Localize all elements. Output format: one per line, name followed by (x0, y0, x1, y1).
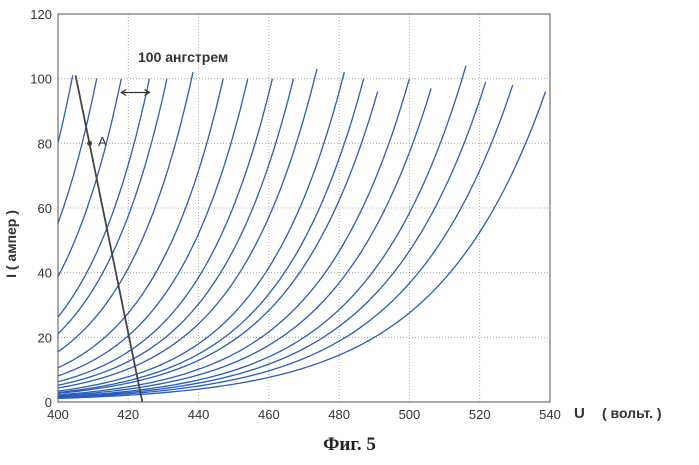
x-tick-label: 480 (328, 407, 350, 422)
x-tick-label: 440 (188, 407, 210, 422)
x-tick-label: 460 (258, 407, 280, 422)
x-tick-label: 520 (469, 407, 491, 422)
chart: 400420440460480500520540020406080100120 … (0, 0, 699, 430)
y-tick-label: 100 (30, 72, 52, 87)
figure-caption: Фиг. 5 (0, 434, 699, 456)
y-tick-label: 20 (38, 330, 52, 345)
x-tick-label: 540 (539, 407, 561, 422)
x-axis-unit: ( вольт. ) (602, 405, 662, 421)
annotation-label: 100 ангстрем (138, 49, 228, 65)
x-tick-label: 420 (117, 407, 139, 422)
point-a-marker (87, 141, 92, 146)
y-tick-label: 60 (38, 201, 52, 216)
y-tick-label: 80 (38, 136, 52, 151)
x-tick-label: 500 (399, 407, 421, 422)
y-axis-label: I ( ампер ) (3, 210, 19, 278)
y-tick-label: 0 (45, 395, 52, 410)
y-tick-label: 120 (30, 7, 52, 22)
x-axis-label: U (574, 405, 585, 422)
y-tick-label: 40 (38, 266, 52, 281)
point-a-label: A (98, 134, 107, 149)
